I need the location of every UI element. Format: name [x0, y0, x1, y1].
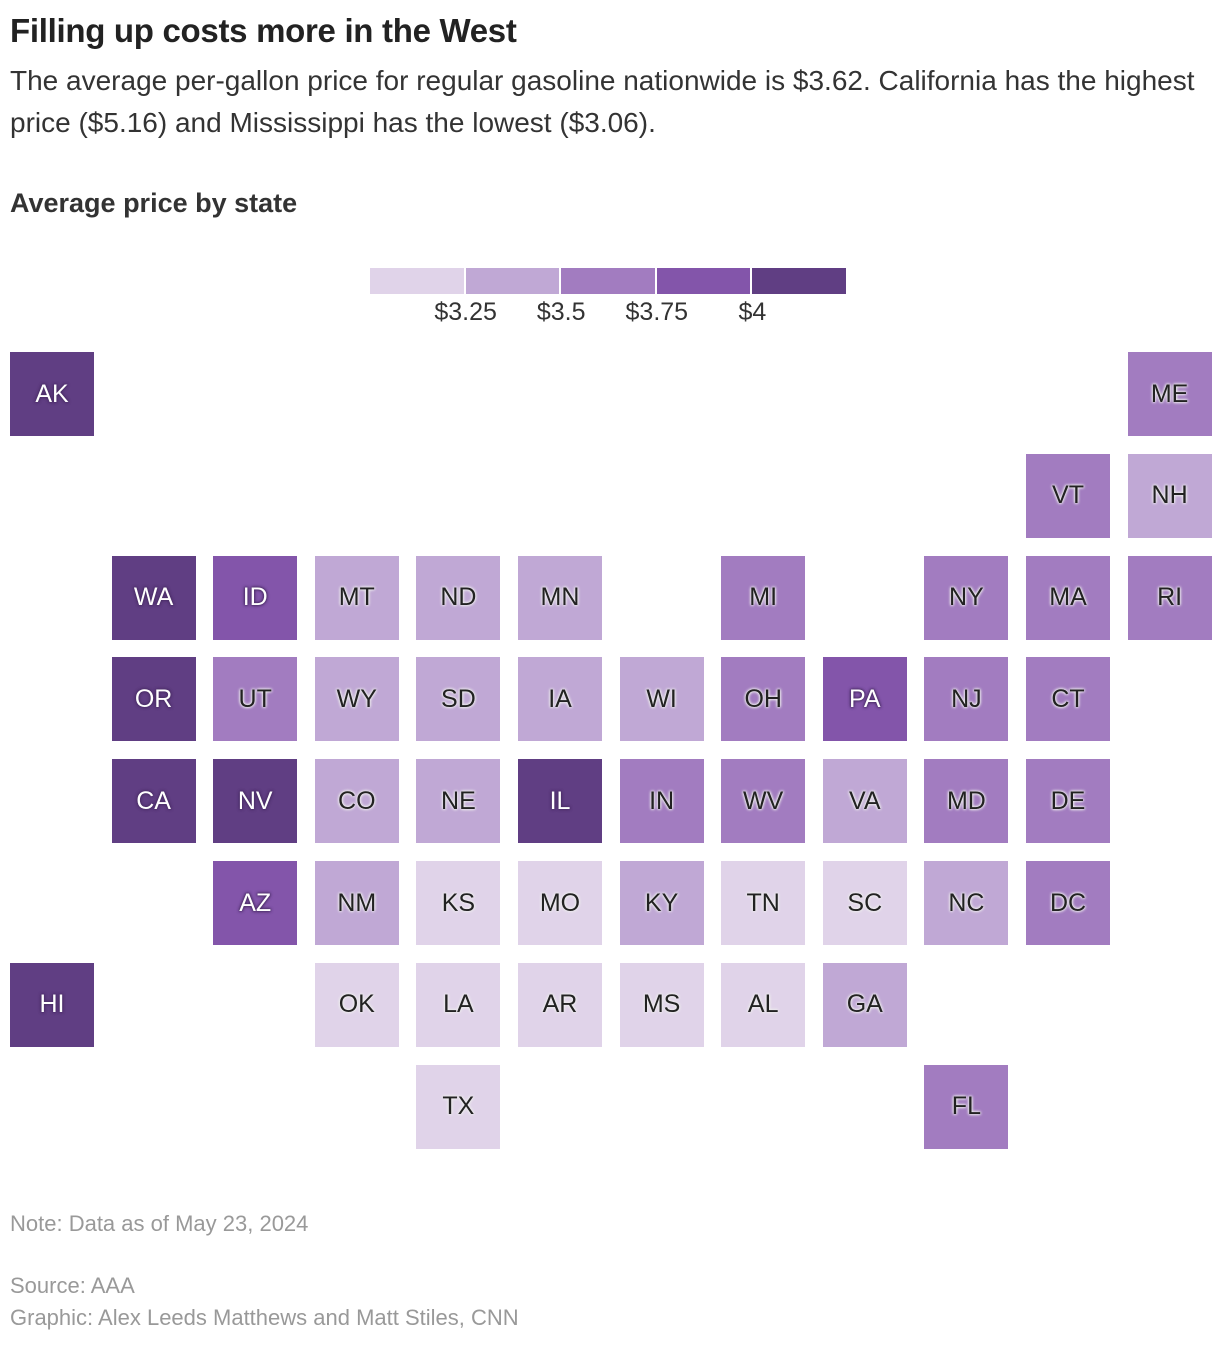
state-tile-ia[interactable]: IA	[518, 657, 602, 742]
state-tile-sc[interactable]: SC	[822, 861, 907, 945]
legend-tick-label: $4	[738, 298, 767, 326]
state-tile-vt[interactable]: VT	[1026, 453, 1110, 538]
state-tile-ks[interactable]: KS	[416, 861, 501, 945]
state-tile-ak[interactable]: AK	[10, 352, 94, 436]
state-tile-ne[interactable]: NE	[416, 759, 501, 844]
note: Note: Data as of May 23, 2024	[10, 1211, 309, 1236]
state-tile-in[interactable]: IN	[619, 759, 704, 844]
state-tile-ny[interactable]: NY	[924, 555, 1009, 640]
state-tile-va[interactable]: VA	[822, 759, 907, 844]
source: Source: AAA	[10, 1273, 135, 1298]
state-tile-hi[interactable]: HI	[10, 962, 94, 1047]
state-tile-az[interactable]: AZ	[213, 861, 298, 945]
state-tile-ar[interactable]: AR	[518, 962, 602, 1047]
state-tile-il[interactable]: IL	[518, 759, 602, 844]
state-tile-ok[interactable]: OK	[314, 962, 399, 1047]
state-tile-wi[interactable]: WI	[619, 657, 704, 742]
legend-swatch	[370, 268, 464, 294]
state-tile-md[interactable]: MD	[924, 759, 1009, 844]
state-tile-me[interactable]: ME	[1127, 352, 1212, 436]
legend-swatch	[561, 268, 655, 294]
state-tile-ut[interactable]: UT	[213, 657, 298, 742]
state-tile-mt[interactable]: MT	[314, 555, 399, 640]
state-tile-tn[interactable]: TN	[721, 861, 806, 945]
state-tile-nc[interactable]: NC	[924, 861, 1009, 945]
legend-swatch	[656, 268, 751, 294]
legend-tick-label: $3.25	[434, 298, 497, 326]
color-legend: $3.25 $3.5 $3.75 $4	[370, 268, 848, 328]
legend-swatch	[465, 268, 560, 294]
state-tile-ky[interactable]: KY	[619, 861, 704, 945]
map-label: Average price by state	[10, 188, 298, 218]
state-tile-wa[interactable]: WA	[111, 555, 196, 640]
state-tile-mn[interactable]: MN	[518, 555, 602, 640]
state-tile-nj[interactable]: NJ	[924, 657, 1009, 742]
state-tile-nd[interactable]: ND	[416, 555, 501, 640]
state-tile-wy[interactable]: WY	[314, 657, 399, 742]
chart-subtitle: The average per-gallon price for regular…	[10, 65, 1195, 138]
state-tile-ma[interactable]: MA	[1026, 555, 1110, 640]
state-tile-al[interactable]: AL	[721, 962, 806, 1047]
state-tile-wv[interactable]: WV	[721, 759, 806, 844]
state-tile-ms[interactable]: MS	[619, 962, 704, 1047]
legend-swatch	[752, 268, 846, 294]
state-tile-fl[interactable]: FL	[924, 1064, 1009, 1149]
state-tile-co[interactable]: CO	[314, 759, 399, 844]
state-tile-dc[interactable]: DC	[1026, 861, 1110, 945]
state-tile-mo[interactable]: MO	[518, 861, 602, 945]
state-tile-oh[interactable]: OH	[721, 657, 806, 742]
state-tile-la[interactable]: LA	[416, 962, 501, 1047]
state-tile-nh[interactable]: NH	[1127, 453, 1212, 538]
state-tile-de[interactable]: DE	[1026, 759, 1110, 844]
state-tile-or[interactable]: OR	[111, 657, 196, 742]
state-tile-ca[interactable]: CA	[111, 759, 196, 844]
state-tile-nv[interactable]: NV	[213, 759, 298, 844]
state-tile-ga[interactable]: GA	[822, 962, 907, 1047]
state-tile-ri[interactable]: RI	[1127, 555, 1212, 640]
state-tile-tx[interactable]: TX	[416, 1064, 501, 1149]
credit: Graphic: Alex Leeds Matthews and Matt St…	[10, 1305, 519, 1330]
legend-tick-label: $3.5	[536, 298, 586, 326]
state-tile-ct[interactable]: CT	[1026, 657, 1110, 742]
state-tile-id[interactable]: ID	[213, 555, 298, 640]
state-tile-mi[interactable]: MI	[721, 555, 806, 640]
state-tile-sd[interactable]: SD	[416, 657, 501, 742]
state-tile-pa[interactable]: PA	[822, 657, 907, 742]
chart-title: Filling up costs more in the West	[10, 12, 517, 49]
state-tile-nm[interactable]: NM	[314, 861, 399, 945]
legend-tick-label: $3.75	[625, 298, 689, 326]
